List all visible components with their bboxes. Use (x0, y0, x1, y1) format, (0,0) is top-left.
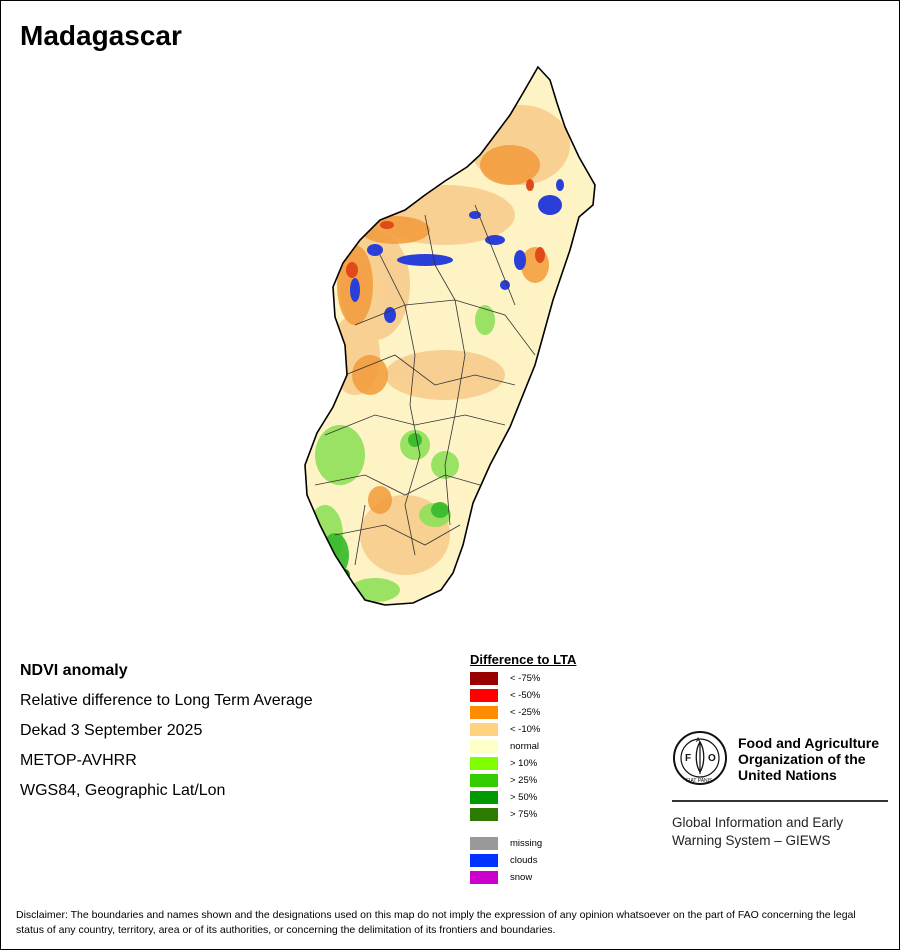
legend-item: > 25% (470, 772, 670, 789)
map-title: Madagascar (20, 20, 182, 51)
map-metadata: NDVI anomaly Relative difference to Long… (20, 656, 313, 806)
legend-swatch (470, 757, 498, 770)
legend-swatch (470, 723, 498, 736)
legend-item: < -10% (470, 721, 670, 738)
logo-divider (672, 800, 888, 802)
svg-text:A: A (696, 738, 701, 744)
legend-swatch (470, 808, 498, 821)
legend-item: normal (470, 738, 670, 755)
legend-label: > 75% (510, 809, 538, 820)
svg-text:F: F (685, 753, 691, 764)
disclaimer-text: Disclaimer: The boundaries and names sho… (16, 909, 856, 936)
legend-item: > 10% (470, 755, 670, 772)
legend-swatch (470, 791, 498, 804)
legend-label: < -10% (510, 724, 541, 735)
legend-classes: < -75% < -50% < -25% < -10% normal > 10% > 25%… (470, 670, 670, 823)
anomaly-minus25-patches (337, 145, 549, 514)
projection-info: WGS84, Geographic Lat/Lon (20, 782, 226, 799)
org-line-3: United Nations (738, 767, 837, 783)
legend-item: < -25% (470, 704, 670, 721)
legend: Difference to LTA < -75% < -50% < -25% < -1… (470, 652, 670, 886)
anomaly-minus50-patches (346, 179, 545, 278)
legend-label: normal (510, 741, 540, 752)
legend-swatch (470, 706, 498, 719)
legend-label: > 50% (510, 792, 538, 803)
legend-special: missing clouds snow (470, 835, 670, 886)
legend-item: > 75% (470, 806, 670, 823)
island-base (305, 67, 595, 605)
legend-swatch (470, 837, 498, 850)
fao-organization-name: Food and Agriculture Organization of the… (738, 735, 898, 783)
time-period: Dekad 3 September 2025 (20, 722, 203, 739)
legend-item: missing (470, 835, 670, 852)
svg-text:FIAT PANIS: FIAT PANIS (686, 778, 713, 784)
legend-swatch (470, 672, 498, 685)
svg-text:O: O (708, 753, 716, 764)
giews-line-1: Global Information and Early (672, 815, 844, 830)
legend-swatch (470, 854, 498, 867)
legend-label: < -75% (510, 673, 541, 684)
org-line-1: Food and Agriculture (738, 735, 880, 751)
clouds-patches (350, 179, 564, 323)
giews-line-2: Warning System – GIEWS (672, 833, 831, 848)
legend-label: < -25% (510, 707, 541, 718)
legend-label: snow (510, 872, 533, 883)
legend-swatch (470, 871, 498, 884)
ndvi-anomaly-map (304, 65, 596, 606)
product-description: Relative difference to Long Term Average (20, 692, 313, 709)
legend-label: > 25% (510, 775, 538, 786)
giews-name: Global Information and Early Warning Sys… (672, 814, 888, 850)
legend-item: > 50% (470, 789, 670, 806)
legend-item: clouds (470, 852, 670, 869)
legend-title: Difference to LTA (470, 652, 577, 667)
legend-label: < -50% (510, 690, 541, 701)
legend-swatch (470, 689, 498, 702)
org-line-2: Organization of the (738, 751, 866, 767)
legend-swatch (470, 774, 498, 787)
admin-boundaries (314, 204, 536, 566)
fao-emblem-icon: F O A FIAT PANIS (673, 731, 727, 785)
legend-item: snow (470, 869, 670, 886)
product-name: NDVI anomaly (20, 662, 128, 679)
legend-label: clouds (510, 855, 538, 866)
legend-label: > 10% (510, 758, 538, 769)
legend-item: < -75% (470, 670, 670, 687)
legend-swatch (470, 740, 498, 753)
coastline (304, 65, 596, 606)
sensor-name: METOP-AVHRR (20, 752, 137, 769)
legend-label: missing (510, 838, 543, 849)
legend-item: < -50% (470, 687, 670, 704)
